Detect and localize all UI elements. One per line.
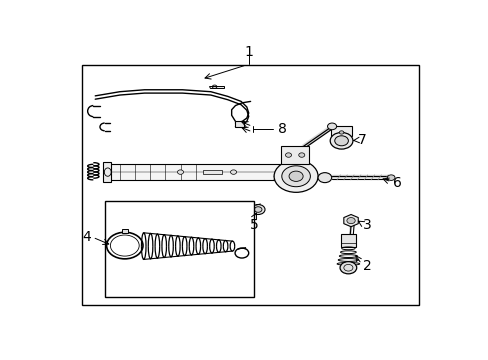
Text: 3: 3 bbox=[362, 218, 371, 232]
Circle shape bbox=[285, 153, 291, 157]
Bar bbox=[122, 229, 127, 233]
Circle shape bbox=[346, 217, 354, 224]
Circle shape bbox=[334, 136, 347, 146]
Text: 5: 5 bbox=[249, 219, 258, 233]
Text: 7: 7 bbox=[357, 133, 366, 147]
Circle shape bbox=[281, 166, 310, 187]
Polygon shape bbox=[208, 86, 224, 88]
Circle shape bbox=[177, 170, 183, 174]
Bar bbox=[340, 234, 355, 247]
Circle shape bbox=[329, 132, 352, 149]
Text: 6: 6 bbox=[392, 176, 401, 190]
Circle shape bbox=[274, 160, 317, 192]
Text: 4: 4 bbox=[82, 230, 90, 244]
Text: 8: 8 bbox=[277, 122, 286, 136]
Bar bbox=[203, 170, 222, 174]
Text: 2: 2 bbox=[362, 259, 371, 273]
Bar bbox=[104, 201, 254, 297]
Circle shape bbox=[317, 173, 331, 183]
Circle shape bbox=[386, 175, 394, 180]
Text: 1: 1 bbox=[244, 45, 253, 59]
Circle shape bbox=[327, 123, 336, 130]
Circle shape bbox=[298, 153, 304, 157]
Bar bbox=[280, 146, 309, 164]
Circle shape bbox=[251, 204, 264, 215]
Circle shape bbox=[254, 207, 262, 212]
Circle shape bbox=[230, 170, 236, 174]
Bar bbox=[104, 165, 280, 180]
Bar bbox=[82, 66, 418, 305]
Polygon shape bbox=[343, 215, 358, 227]
Bar bbox=[102, 162, 111, 182]
Bar bbox=[330, 126, 351, 136]
Circle shape bbox=[339, 131, 343, 134]
Circle shape bbox=[339, 262, 356, 274]
Bar bbox=[235, 121, 244, 127]
Circle shape bbox=[288, 171, 303, 181]
